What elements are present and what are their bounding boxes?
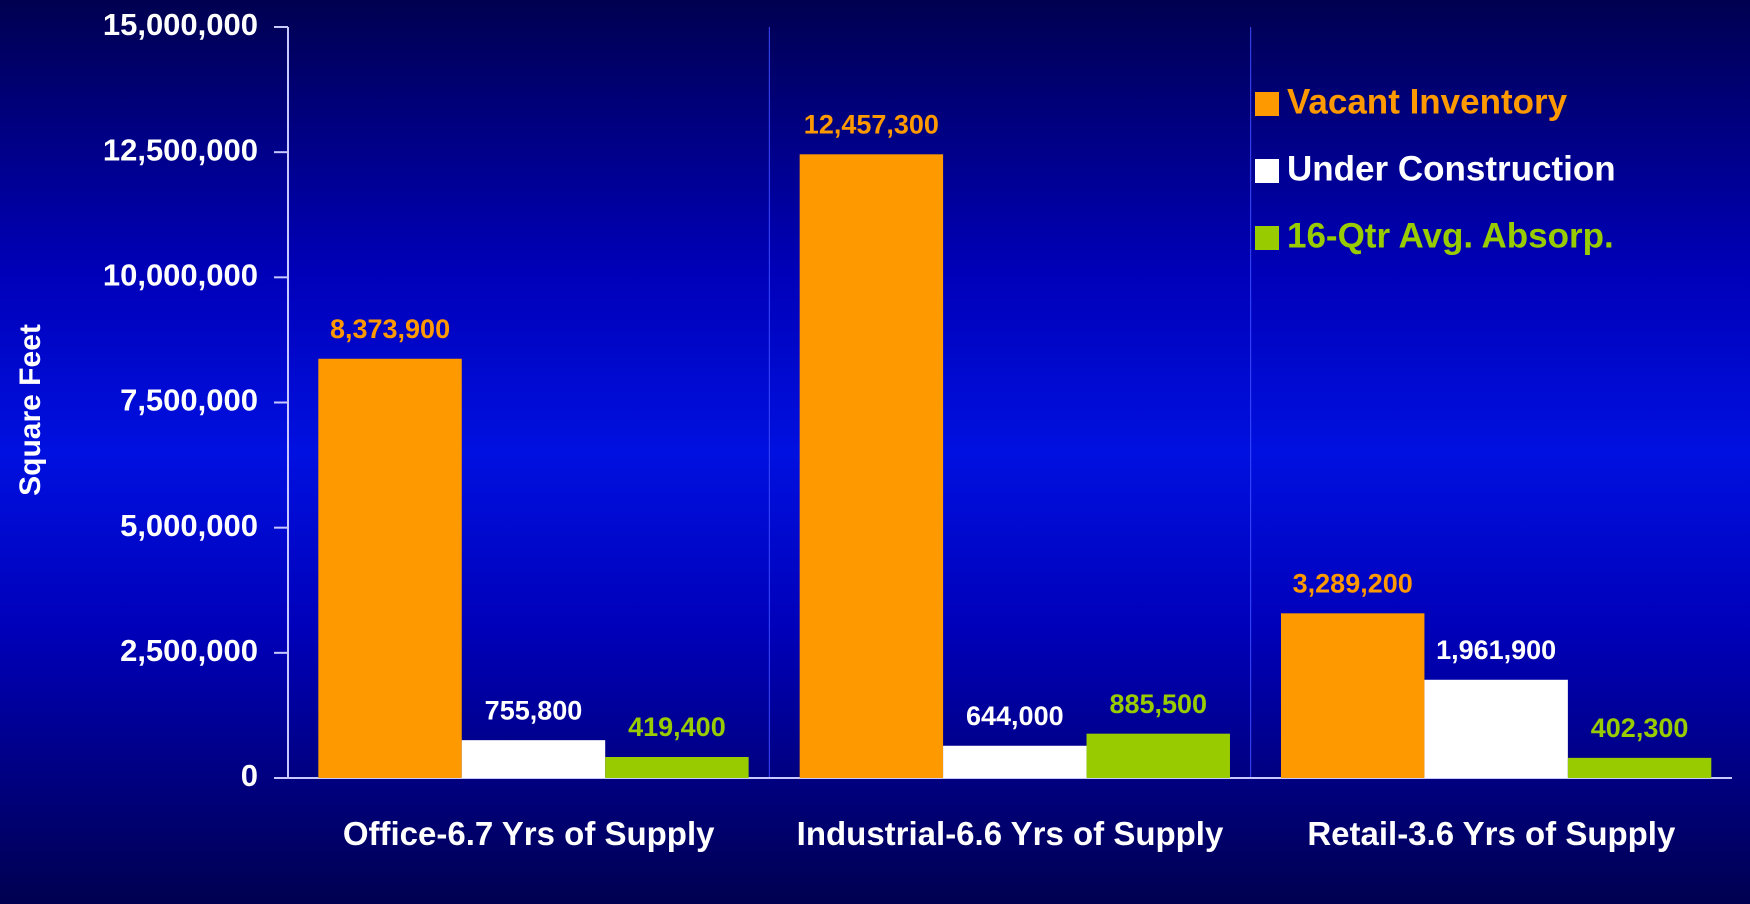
x-tick-label: Industrial-6.6 Yrs of Supply <box>796 815 1224 852</box>
bar <box>943 745 1087 778</box>
data-label: 419,400 <box>628 712 726 742</box>
data-label: 3,289,200 <box>1293 568 1413 598</box>
y-tick-label: 15,000,000 <box>103 7 258 42</box>
bar <box>799 154 944 779</box>
data-label: 755,800 <box>485 695 583 725</box>
data-label: 644,000 <box>966 701 1064 731</box>
bar <box>461 740 606 778</box>
bar <box>1086 733 1230 778</box>
legend-label: 16-Qtr Avg. Absorp. <box>1287 216 1614 255</box>
y-tick-label: 0 <box>241 758 258 793</box>
bar <box>1424 679 1568 778</box>
y-tick-label: 7,500,000 <box>120 383 258 418</box>
bar <box>318 358 462 778</box>
legend-label: Under Construction <box>1287 149 1616 188</box>
legend-swatch <box>1255 92 1279 116</box>
bar <box>1280 613 1425 778</box>
y-axis-title: Square Feet <box>14 324 47 496</box>
data-label: 1,961,900 <box>1436 635 1556 665</box>
x-tick-label: Office-6.7 Yrs of Supply <box>342 815 715 852</box>
bar <box>605 757 749 778</box>
y-tick-label: 5,000,000 <box>120 508 258 543</box>
bar <box>1567 757 1712 778</box>
data-label: 8,373,900 <box>330 314 450 344</box>
y-tick-label: 12,500,000 <box>103 132 258 167</box>
y-tick-label: 2,500,000 <box>120 633 258 668</box>
data-label: 885,500 <box>1109 689 1207 719</box>
legend-swatch <box>1255 159 1279 183</box>
legend-swatch <box>1255 226 1279 250</box>
y-tick-label: 10,000,000 <box>103 258 258 293</box>
legend-label: Vacant Inventory <box>1287 82 1568 121</box>
data-label: 402,300 <box>1591 713 1689 743</box>
x-tick-label: Retail-3.6 Yrs of Supply <box>1307 815 1676 852</box>
data-label: 12,457,300 <box>804 109 939 139</box>
